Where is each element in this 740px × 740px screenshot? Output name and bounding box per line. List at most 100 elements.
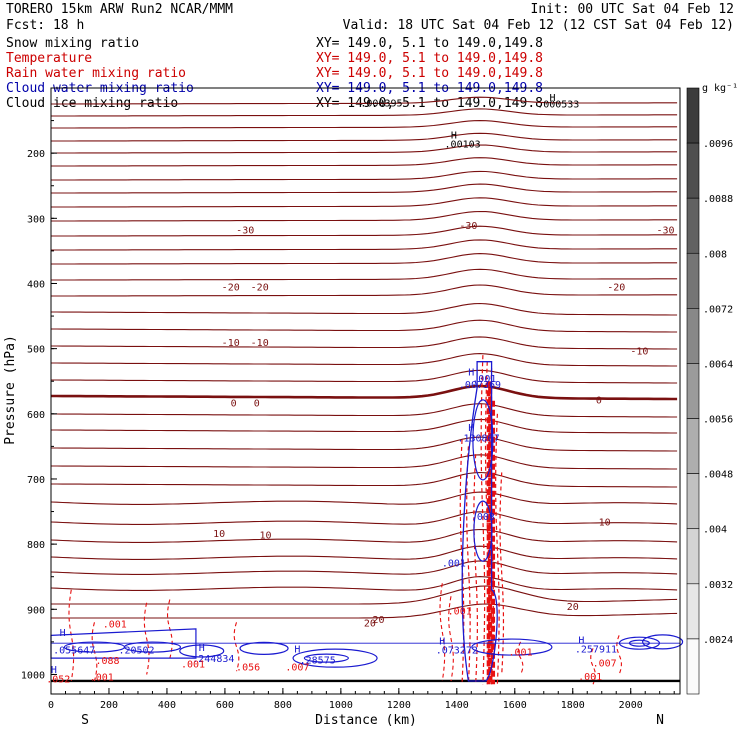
isotherm-label: 0 — [596, 395, 602, 406]
x-tick-label: 1000 — [329, 700, 353, 711]
temperature-isotherm — [51, 108, 678, 117]
isotherm-label: -10 — [251, 338, 269, 349]
extremum-label: H — [468, 423, 474, 434]
temperature-isotherm — [51, 210, 678, 222]
extremum-label: .001 — [90, 672, 114, 683]
rain-contour — [495, 413, 500, 685]
x-tick-label: 1400 — [445, 700, 469, 711]
y-tick-label: 1000 — [21, 670, 45, 681]
cloud-water-contour — [292, 648, 378, 668]
extremum-label: .130867 — [457, 433, 499, 444]
x-tick-label: 400 — [158, 700, 176, 711]
rain-contour — [448, 596, 454, 682]
legend-label-snow: Snow mixing ratio — [6, 36, 139, 51]
x-tick-label: 1800 — [561, 700, 585, 711]
model-title: TORERO 15km ARW Run2 NCAR/MMM — [6, 2, 233, 17]
isotherm-label: 0 — [254, 399, 260, 410]
temperature-isotherm — [51, 384, 678, 401]
init-time: Init: 00 UTC Sat 04 Feb 12 — [531, 2, 735, 17]
colorbar-swatch — [686, 197, 700, 254]
extremum-label: H — [60, 628, 66, 639]
extremum-label: .001 — [103, 620, 127, 631]
field-legend: Snow mixing ratio XY= 149.0, 5.1 to 149.… — [6, 36, 543, 111]
colorbar-swatch — [686, 583, 700, 640]
temperature-isotherm — [51, 253, 678, 265]
rain-contour — [590, 648, 596, 685]
extremum-label: .073272 — [436, 646, 478, 657]
colorbar-unit: g kg⁻¹ — [702, 83, 738, 94]
colorbar-swatch — [686, 528, 700, 585]
cloud-water-contour — [642, 634, 684, 650]
y-tick-label: 600 — [27, 410, 45, 421]
extremum-label: .00103 — [445, 139, 481, 150]
cloud-water-contour — [471, 638, 553, 656]
extremum-label: .052 — [46, 674, 70, 685]
temperature-isotherm — [51, 239, 678, 251]
extremum-label: .244834 — [192, 654, 234, 665]
extremum-label: .28575 — [300, 655, 336, 666]
colorbar-label: .0024 — [703, 635, 733, 646]
colorbar-swatch — [686, 142, 700, 199]
colorbar-label: .004 — [703, 525, 727, 536]
temperature-isotherm — [51, 471, 678, 488]
rain-contour — [473, 454, 478, 685]
x-tick-label: 2000 — [619, 700, 643, 711]
temperature-isotherm — [51, 170, 678, 181]
extremum-label: H — [468, 367, 474, 378]
plot-frame — [50, 87, 681, 695]
temperature-isotherm — [51, 336, 678, 350]
colorbar-label: .0072 — [703, 304, 733, 315]
temperature-isotherm — [51, 585, 678, 605]
colorbar-label: .0032 — [703, 580, 733, 591]
extremum-label: H — [549, 93, 555, 104]
extremum-label: H — [294, 644, 300, 655]
cloud-water-contour — [239, 641, 289, 655]
temperature-isotherm — [50, 491, 678, 505]
colorbar-label: .0096 — [703, 139, 733, 150]
temperature-isotherm — [50, 576, 678, 591]
temperature-isotherm — [51, 418, 678, 434]
colorbar-label: .0088 — [703, 194, 733, 205]
extremum-label: .055647 — [53, 646, 95, 657]
temperature-isotherm — [51, 120, 678, 129]
isotherm-label: 20 — [364, 618, 376, 629]
isotherm-label: -20 — [222, 283, 240, 294]
temperature-isotherm — [51, 603, 678, 619]
temperature-isotherm — [51, 403, 678, 418]
extremum-label: H — [199, 643, 205, 654]
legend-xy-temperature: XY= 149.0, 5.1 to 149.0,149.8 — [316, 51, 543, 66]
extremum-label: .007 — [593, 659, 617, 670]
rain-contour — [68, 589, 75, 682]
isotherm-label: 20 — [373, 615, 385, 626]
temperature-isotherm — [51, 132, 678, 142]
colorbar: .0096 .0088 .008 .0072 .0064 .0056 .0048 .004 .0… — [686, 83, 738, 695]
isotherm-label: -10 — [630, 347, 648, 358]
axes: 0 200 400 600 800 1000 1200 1400 1600 1800 2000200… — [21, 87, 681, 711]
extremum-label: .001 — [448, 607, 472, 618]
temperature-isotherm — [51, 157, 678, 167]
forecast-hour: Fcst: 18 h — [6, 18, 84, 33]
isotherm-label: 10 — [259, 530, 271, 541]
extremum-label: H — [439, 637, 445, 648]
colorbar-swatch — [686, 87, 700, 144]
temperature-isotherm — [51, 302, 678, 316]
rain-contour — [480, 355, 486, 685]
rain-contour — [499, 472, 505, 675]
isotherm-label: -30 — [236, 225, 254, 236]
temperature-isotherm — [51, 268, 678, 281]
temperature-isotherm — [51, 369, 678, 384]
colorbar-label: .0048 — [703, 470, 733, 481]
cloud-water-contour — [123, 641, 182, 653]
temperature-isotherm — [51, 319, 678, 333]
cloud-water-contour — [472, 399, 494, 481]
temperature-isotherm — [51, 144, 678, 154]
extremum-label: .001 — [442, 558, 466, 569]
isotherm-label: -30 — [656, 225, 674, 236]
x-tick-label: 800 — [274, 700, 292, 711]
temperature-isotherm — [51, 225, 678, 237]
rain-contour — [439, 583, 446, 682]
isotherm-label: 10 — [599, 517, 611, 528]
extremum-label: .000395 — [360, 98, 402, 109]
rain-contour — [616, 635, 622, 675]
